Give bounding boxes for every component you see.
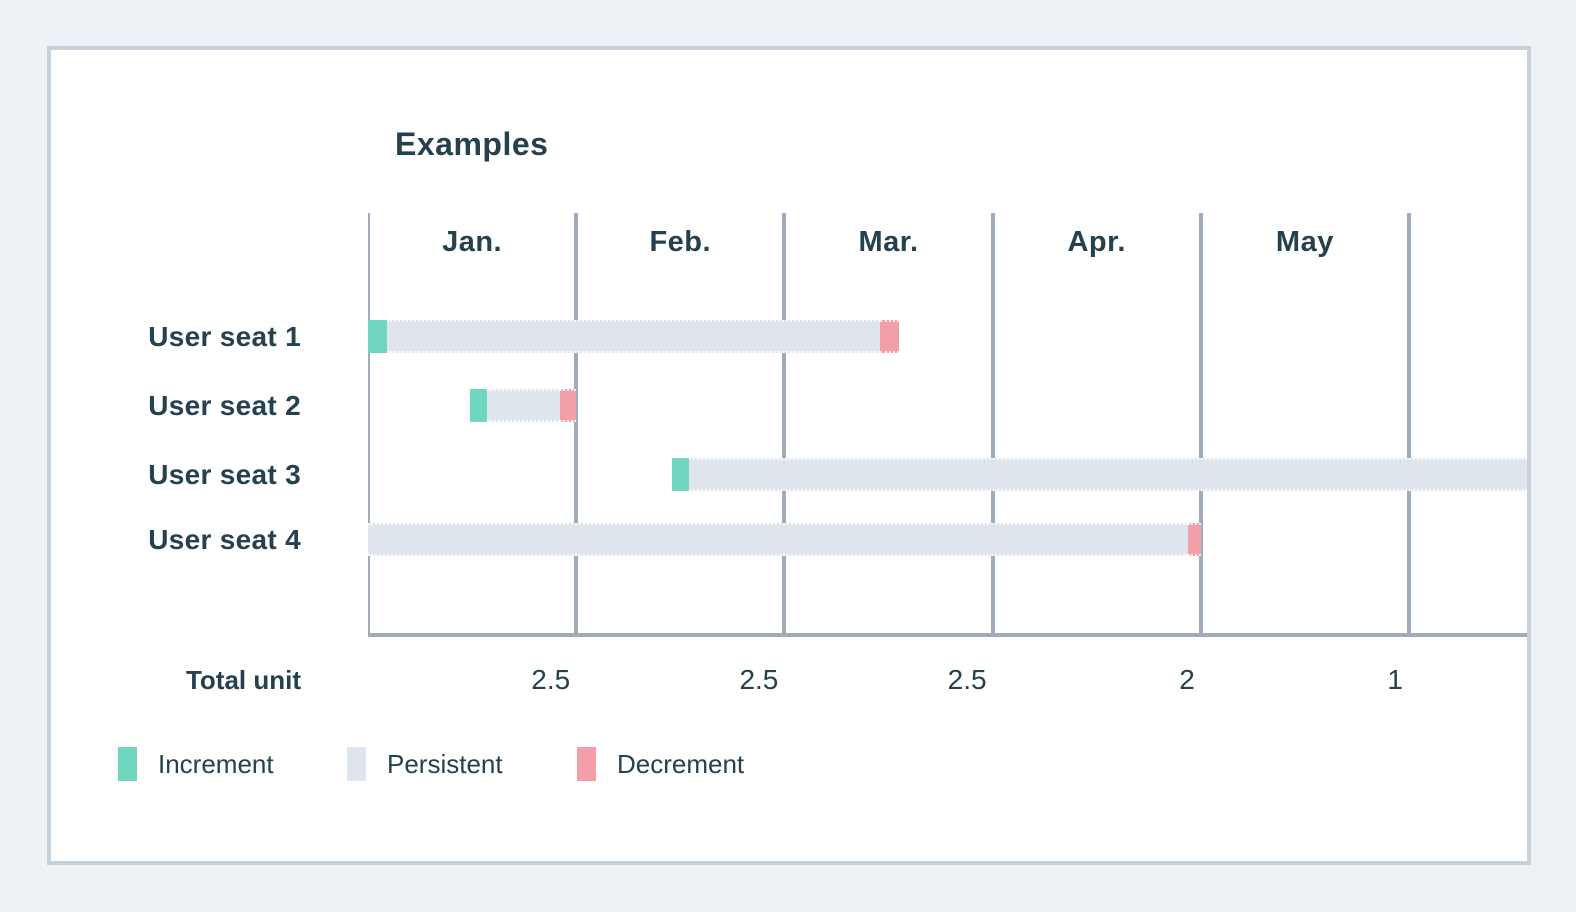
decrement-segment	[1188, 523, 1201, 556]
month-label: Jan.	[442, 226, 503, 258]
gridline	[368, 213, 370, 633]
increment-segment	[671, 458, 689, 491]
month-label: Feb.	[649, 226, 712, 258]
month-label: Apr.	[1067, 226, 1126, 258]
legend-item: Increment	[118, 747, 274, 781]
increment-segment	[470, 389, 487, 422]
legend-label: Increment	[158, 749, 274, 779]
increment-swatch-icon	[118, 747, 137, 781]
plot-area: Jan. Feb. Mar. Apr. May	[368, 213, 1527, 637]
persistent-segment	[386, 320, 881, 353]
persistent-swatch-icon	[347, 747, 366, 781]
legend-label: Decrement	[617, 749, 745, 779]
persistent-segment	[688, 458, 1527, 491]
decrement-segment	[880, 320, 899, 353]
decrement-swatch-icon	[577, 747, 596, 781]
gridline	[1198, 213, 1203, 633]
total-unit-label: Total unit	[185, 665, 301, 695]
chart-title: Examples	[395, 126, 549, 162]
gridline	[990, 213, 995, 633]
decrement-segment	[559, 389, 577, 422]
total-value: 2	[1179, 664, 1195, 695]
row-label: User seat 4	[148, 524, 301, 555]
total-value: 1	[1387, 664, 1403, 695]
row-label: User seat 2	[148, 390, 301, 421]
totals-row: 2.5 2.5 2.5 2 1	[368, 663, 1527, 697]
gridline	[1407, 213, 1411, 633]
row-label: User seat 1	[148, 321, 301, 352]
gridline	[574, 213, 579, 633]
total-value: 2.5	[739, 664, 779, 695]
chart-card: Examples Jan. Feb. Mar. Apr. May User seat 1…	[47, 46, 1531, 865]
legend-label: Persistent	[387, 749, 503, 779]
increment-segment	[368, 320, 387, 353]
legend: Increment Persistent Decrement	[51, 747, 1527, 787]
total-value: 2.5	[947, 664, 987, 695]
legend-item: Decrement	[577, 747, 744, 781]
legend-item: Persistent	[347, 747, 503, 781]
month-label: May	[1275, 226, 1334, 258]
persistent-segment	[368, 523, 1189, 556]
persistent-segment	[486, 389, 560, 422]
total-value: 2.5	[531, 664, 571, 695]
row-label: User seat 3	[148, 459, 301, 490]
gridline	[782, 213, 787, 633]
month-label: Mar.	[858, 226, 919, 258]
